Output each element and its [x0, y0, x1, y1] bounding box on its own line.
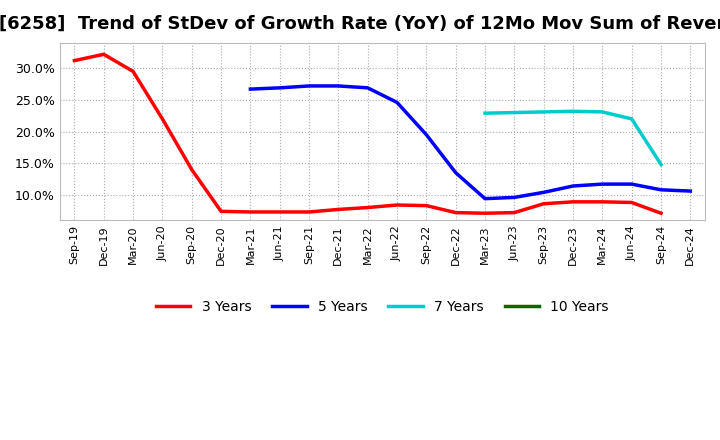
5 Years — [657, 187, 665, 192]
5 Years — [392, 100, 401, 105]
7 Years — [598, 109, 607, 114]
Line: 3 Years: 3 Years — [74, 54, 661, 213]
5 Years — [569, 183, 577, 189]
3 Years — [364, 205, 372, 210]
7 Years — [481, 110, 490, 116]
5 Years — [422, 132, 431, 137]
5 Years — [451, 170, 460, 176]
3 Years — [657, 211, 665, 216]
3 Years — [422, 203, 431, 208]
3 Years — [99, 51, 108, 57]
5 Years — [305, 83, 313, 88]
7 Years — [539, 109, 548, 114]
Title: [6258]  Trend of StDev of Growth Rate (YoY) of 12Mo Mov Sum of Revenues: [6258] Trend of StDev of Growth Rate (Yo… — [0, 15, 720, 33]
3 Years — [627, 200, 636, 205]
3 Years — [598, 199, 607, 205]
Line: 5 Years: 5 Years — [251, 86, 690, 199]
5 Years — [481, 196, 490, 202]
5 Years — [246, 87, 255, 92]
3 Years — [481, 211, 490, 216]
3 Years — [217, 209, 225, 214]
5 Years — [686, 188, 695, 194]
3 Years — [275, 209, 284, 215]
3 Years — [510, 210, 518, 215]
7 Years — [627, 116, 636, 121]
5 Years — [510, 195, 518, 200]
3 Years — [392, 202, 401, 208]
3 Years — [569, 199, 577, 205]
7 Years — [569, 109, 577, 114]
3 Years — [334, 207, 343, 212]
5 Years — [627, 181, 636, 187]
5 Years — [275, 85, 284, 91]
7 Years — [510, 110, 518, 115]
3 Years — [70, 58, 78, 63]
3 Years — [158, 116, 167, 121]
3 Years — [187, 167, 196, 172]
5 Years — [598, 181, 607, 187]
7 Years — [657, 162, 665, 167]
3 Years — [129, 69, 138, 74]
5 Years — [334, 83, 343, 88]
5 Years — [539, 190, 548, 195]
Legend: 3 Years, 5 Years, 7 Years, 10 Years: 3 Years, 5 Years, 7 Years, 10 Years — [150, 294, 615, 319]
3 Years — [305, 209, 313, 215]
5 Years — [364, 85, 372, 91]
3 Years — [246, 209, 255, 215]
Line: 7 Years: 7 Years — [485, 111, 661, 165]
3 Years — [451, 210, 460, 215]
3 Years — [539, 201, 548, 206]
